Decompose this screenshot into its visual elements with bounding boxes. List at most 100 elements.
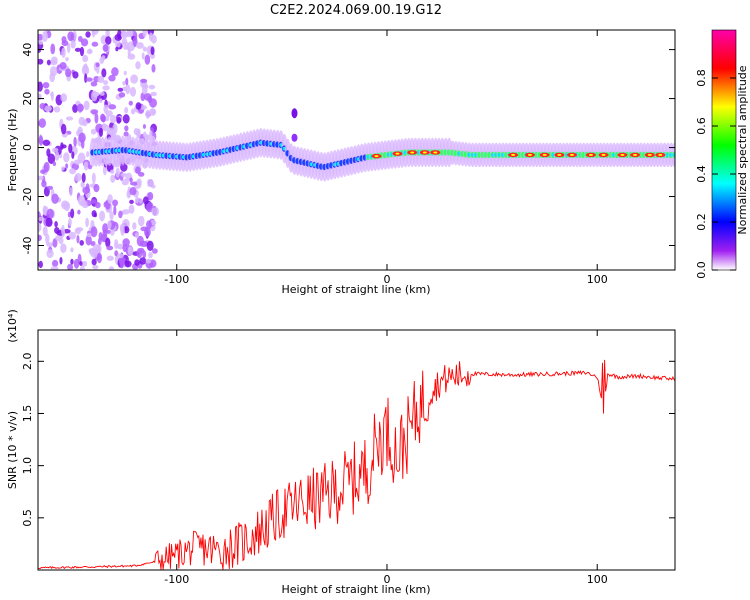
spectrogram-noise-cell	[71, 151, 75, 159]
spectrogram-noise-cell	[69, 186, 73, 197]
spectrogram-noise-cell	[123, 226, 130, 234]
spectrogram-noise-cell	[88, 48, 92, 53]
spectrogram-noise-cell	[138, 215, 145, 227]
spectrogram-ridge-peak-center	[410, 151, 415, 154]
spectrogram-noise-cell	[38, 33, 44, 41]
spectrogram-noise-cell	[115, 167, 120, 178]
spectrogram-noise-cell	[151, 206, 160, 217]
spectrogram-noise-cell	[82, 186, 91, 194]
spectrogram-noise-cell	[81, 172, 86, 183]
spectrogram-noise-cell	[46, 59, 51, 66]
spectrogram-noise-cell	[47, 153, 56, 165]
spectrogram-noise-cell	[82, 54, 89, 63]
spectrogram-noise-cell	[120, 172, 127, 177]
spectrogram-noise-cell	[42, 30, 48, 42]
spectrogram-noise-cell	[68, 231, 77, 240]
snr-ticks: -100 0 100 0.5 1.0 1.5 2.0	[21, 330, 675, 586]
spectrogram-noise-cell	[122, 80, 126, 86]
spectrogram-x-axis-label: Height of straight line (km)	[281, 283, 430, 296]
spectrogram-noise-cell	[80, 38, 89, 47]
spectrogram-noise-cell	[124, 106, 129, 114]
spectrogram-noise-cell	[105, 237, 111, 248]
spectrogram-noise-cell	[92, 244, 101, 255]
spectrogram-noise-cell	[38, 58, 44, 65]
spectrogram-noise-cell	[103, 104, 109, 114]
spectrogram-noise-cell	[77, 195, 86, 206]
spectrogram-noise-cell	[129, 86, 137, 97]
spectrogram-noise-cell	[70, 208, 75, 219]
spectrogram-noise-cell	[124, 260, 132, 268]
spectrogram-noise-cell	[46, 208, 54, 220]
spectrogram-noise-cell	[99, 56, 105, 64]
spectrogram-noise-cell	[100, 114, 106, 123]
spectrogram-noise-cell	[46, 249, 54, 258]
spectrogram-noise-cell	[144, 227, 151, 238]
spectrogram-noise-cell	[60, 142, 64, 150]
spectrogram-noise-cell	[142, 196, 149, 205]
spectrogram-noise-cell	[70, 247, 74, 253]
spectrogram-noise-cell	[95, 62, 100, 68]
snr-y-tick-label: 0.5	[21, 509, 34, 527]
spectrogram-noise-cell	[47, 185, 54, 190]
spectrogram-noise-cell	[107, 220, 112, 229]
colorbar: 0.0 0.2 0.4 0.6 0.8 Normalized spectral ampl…	[695, 29, 749, 279]
spectrogram-noise-cell	[123, 70, 127, 76]
spectrogram-noise-cell	[141, 52, 145, 60]
snr-y-multiplier: (x10⁴)	[6, 309, 19, 343]
snr-x-tick-label: 100	[587, 573, 608, 586]
spectrogram-y-tick-label: 0	[21, 144, 34, 151]
spectrogram-noise-cell	[38, 118, 47, 128]
spectrogram-noise-cell	[65, 163, 69, 169]
spectrogram-noise-cell	[79, 261, 83, 266]
spectrogram-noise-cell	[127, 53, 136, 60]
spectrogram-noise-cell	[51, 193, 59, 204]
snr-frame	[37, 329, 676, 571]
spectrogram-noise-cell	[85, 217, 89, 228]
spectrogram-noise-cell	[128, 204, 135, 214]
spectrogram-noise-cell	[109, 211, 114, 220]
spectrogram-noise-cell	[150, 46, 155, 56]
spectrogram-noise-cell	[42, 226, 48, 237]
spectrogram-noise-cell	[120, 31, 128, 39]
spectrogram-y-tick-label: 40	[21, 43, 34, 57]
spectrogram-noise-cell	[73, 159, 82, 165]
spectrogram-noise-cell	[126, 30, 134, 36]
spectrogram-noise-cell	[85, 235, 92, 246]
spectrogram-noise-cell	[136, 235, 144, 247]
spectrogram-noise-cell	[38, 234, 42, 242]
spectrogram-noise-cell	[140, 92, 146, 102]
spectrogram-noise-cell	[60, 123, 67, 135]
spectrogram-noise-cell	[78, 132, 86, 143]
spectrogram-noise-cell	[123, 131, 129, 137]
spectrogram-noise-cell	[50, 92, 54, 97]
spectrogram-noise-cell	[148, 179, 154, 187]
spectrogram-noise-cell	[75, 227, 84, 232]
spectrogram-noise-cell	[110, 174, 116, 183]
spectrogram-noise-cell	[112, 123, 118, 135]
spectrogram-noise-cell	[139, 257, 147, 265]
spectrogram-noise-cell	[90, 226, 98, 238]
spectrogram-noise-cell	[74, 173, 82, 182]
spectrogram-noise-cell	[61, 47, 66, 58]
spectrogram-ridge-cell	[672, 153, 675, 157]
spectrogram-noise-cell	[109, 266, 114, 270]
spectrogram-noise-cell	[81, 119, 88, 127]
snr-y-axis-label: SNR (10 * v/v)	[6, 411, 19, 489]
spectrogram-noise-cell	[44, 88, 50, 95]
spectrogram-panel: -100 0 100 -40 -20 0 20 40 Height of straight l…	[6, 29, 676, 296]
spectrogram-noise-cell	[38, 175, 44, 181]
colorbar-ticks: 0.0 0.2 0.4 0.6 0.8	[695, 69, 736, 279]
spectrogram-noise-cell	[54, 227, 60, 234]
snr-y-tick-label: 1.0	[21, 457, 34, 475]
spectrogram-noise-cell	[63, 152, 70, 163]
spectrogram-noise-cell	[52, 238, 58, 248]
spectrogram-noise-cell	[117, 30, 122, 40]
colorbar-tick-label: 0.2	[695, 213, 708, 231]
spectrogram-noise-cell	[38, 260, 43, 269]
spectrogram-noise-cell	[116, 243, 125, 250]
spectrogram-noise-cell	[59, 62, 67, 70]
spectrogram-noise-cell	[93, 183, 100, 193]
spectrogram-noise-cell	[93, 212, 97, 218]
spectrogram-noise-cell	[149, 130, 153, 137]
spectrogram-noise-cell	[129, 177, 133, 183]
